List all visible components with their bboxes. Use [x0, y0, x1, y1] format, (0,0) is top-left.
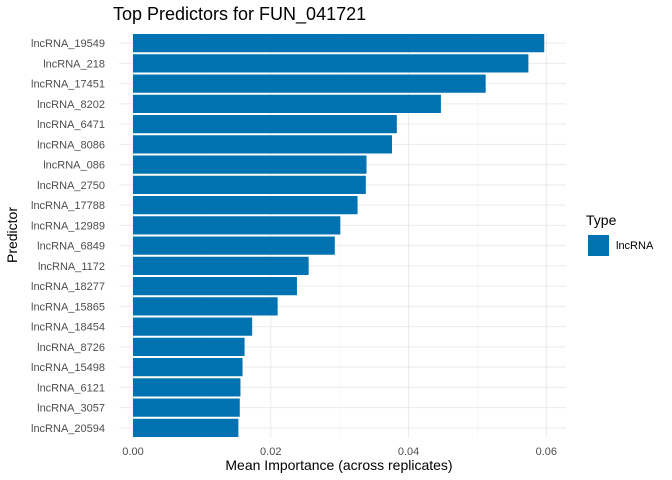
bar: [133, 175, 366, 194]
y-tick-label: lncRNA_15498: [31, 362, 105, 374]
bar: [133, 418, 239, 437]
bar: [133, 216, 341, 235]
bar: [133, 358, 243, 377]
bar: [133, 277, 297, 296]
bar: [133, 54, 529, 73]
bar: [133, 337, 245, 356]
bar: [133, 256, 309, 275]
y-tick-label: lncRNA_18454: [31, 322, 105, 334]
bar: [133, 34, 545, 53]
y-tick-label: lncRNA_8726: [37, 342, 105, 354]
y-tick-label: lncRNA_8202: [37, 99, 105, 111]
legend-key: [588, 235, 609, 256]
y-tick-label: lncRNA_17451: [31, 79, 105, 91]
grid: [119, 33, 566, 438]
y-tick-label: lncRNA_8086: [37, 139, 105, 151]
y-tick-label: lncRNA_3057: [37, 403, 105, 415]
x-tick-label: 0.00: [122, 446, 143, 458]
y-tick-label: lncRNA_17788: [31, 200, 105, 212]
bar: [133, 94, 441, 113]
x-tick-label: 0.02: [260, 446, 281, 458]
x-tick-labels: 0.00 0.02 0.04 0.06: [122, 446, 557, 458]
y-tick-label: lncRNA_1172: [38, 261, 105, 273]
y-tick-label: lncRNA_6849: [37, 241, 105, 253]
bar: [133, 74, 486, 93]
bar: [133, 398, 240, 417]
y-tick-label: lncRNA_19549: [31, 38, 105, 50]
y-tick-label: lncRNA_15865: [31, 301, 105, 313]
y-tick-label: lncRNA_18277: [31, 281, 105, 293]
legend-title: Type: [586, 212, 617, 228]
bar: [133, 236, 335, 255]
bars: [133, 34, 545, 437]
bar: [133, 297, 278, 316]
x-tick-label: 0.06: [536, 446, 557, 458]
bar: [133, 317, 253, 336]
legend: Type lncRNA: [586, 212, 654, 256]
bar: [133, 115, 397, 134]
bar: [133, 196, 358, 215]
x-tick-label: 0.04: [398, 446, 419, 458]
y-tick-label: lncRNA_2750: [37, 180, 105, 192]
chart-title: Top Predictors for FUN_041721: [113, 4, 366, 25]
bar: [133, 135, 393, 154]
x-axis-title: Mean Importance (across replicates): [225, 457, 452, 473]
y-axis-title: Predictor: [4, 207, 20, 263]
y-tick-label: lncRNA_218: [43, 58, 105, 70]
y-tick-label: lncRNA_12989: [31, 220, 105, 232]
y-tick-label: lncRNA_6121: [37, 382, 105, 394]
y-tick-label: lncRNA_6471: [37, 119, 105, 131]
legend-label: lncRNA: [616, 240, 654, 252]
bar: [133, 378, 241, 397]
y-tick-label: lncRNA_086: [43, 160, 105, 172]
y-tick-label: lncRNA_20594: [31, 423, 105, 435]
y-tick-labels: lncRNA_19549 lncRNA_218 lncRNA_17451 lncRNA…: [31, 38, 105, 435]
bar: [133, 155, 367, 174]
